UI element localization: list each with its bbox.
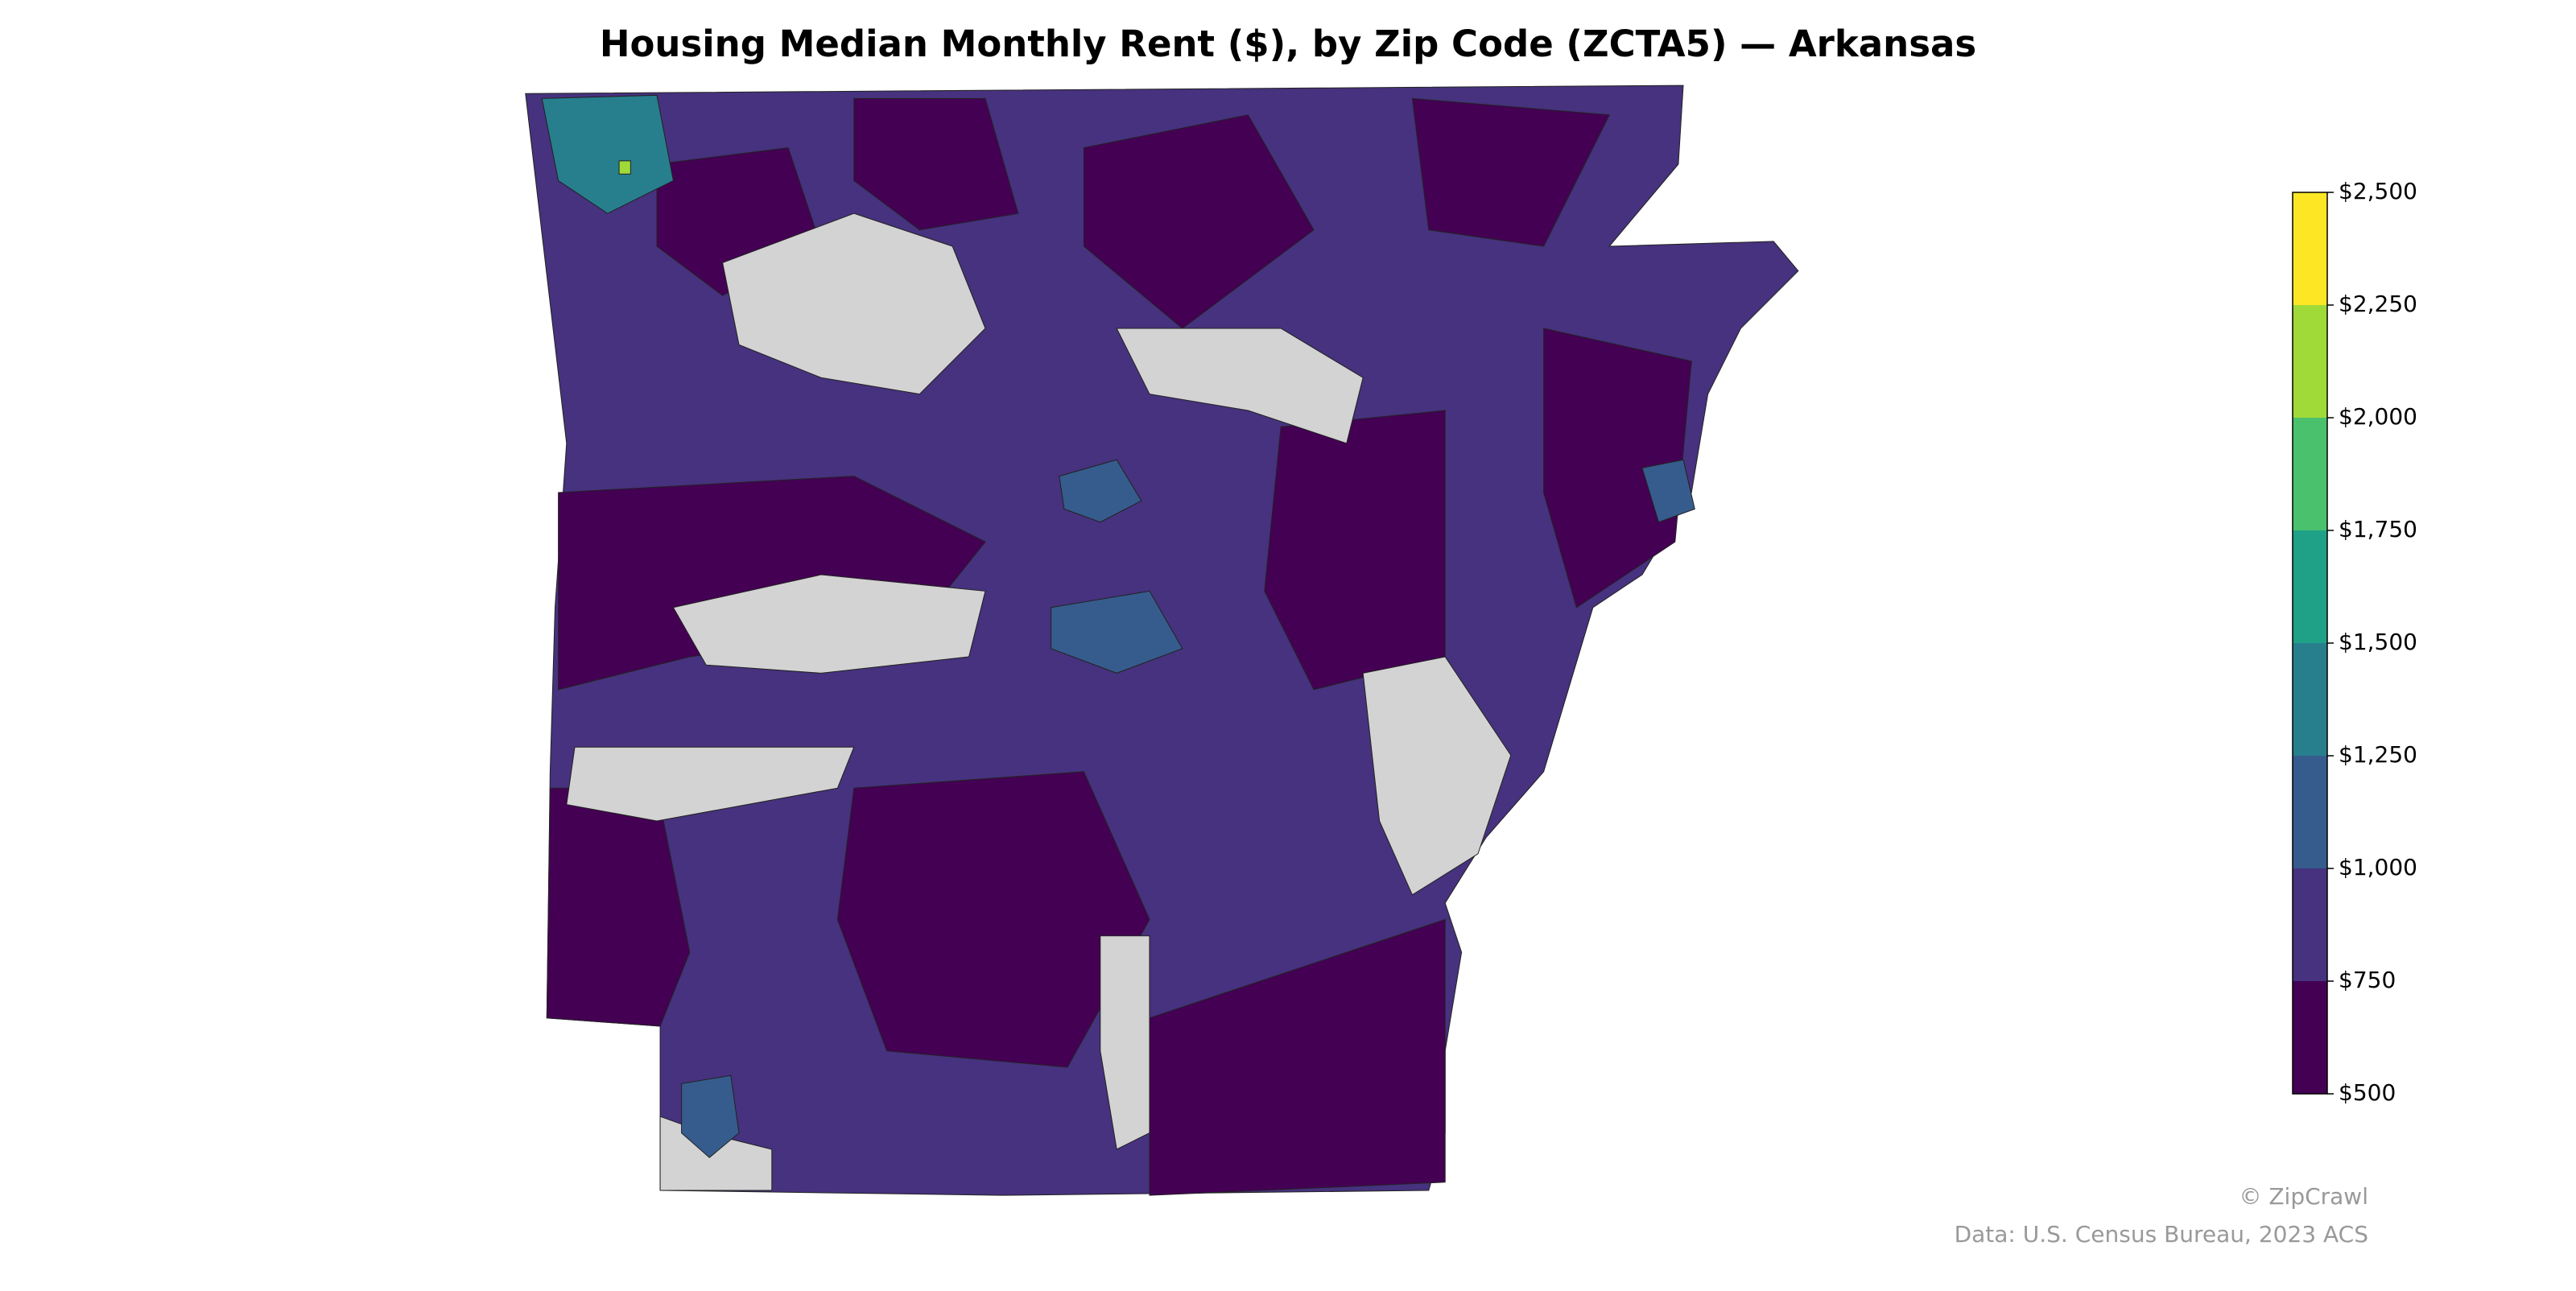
region	[541, 94, 674, 214]
colorbar: $500 $750 $1,000 $1,250 $1,500 $1,750 $2,000 $2…	[2292, 178, 2417, 1106]
region	[836, 771, 1150, 1068]
no-data-region	[672, 574, 986, 674]
region	[1059, 459, 1142, 523]
colorbar-tick-label: $1,750	[2339, 516, 2417, 542]
colorbar-tick-label: $1,000	[2339, 854, 2417, 881]
colorbar-segment	[2293, 643, 2327, 756]
colorbar-tick-label: $2,500	[2339, 178, 2417, 204]
colorbar-tick-label: $750	[2339, 967, 2396, 993]
colorbar-segment	[2293, 192, 2327, 305]
colorbar-segment	[2293, 530, 2327, 643]
region	[1083, 114, 1315, 329]
colorbar-tick-label: $2,250	[2339, 291, 2417, 317]
region	[1411, 97, 1610, 247]
colorbar-tick-label: $500	[2339, 1079, 2396, 1106]
colorbar-tick-label: $2,000	[2339, 403, 2417, 430]
no-data-region	[1362, 656, 1512, 896]
no-data-region	[722, 212, 986, 395]
credit: © ZipCrawl	[2239, 1183, 2368, 1210]
colorbar-segment	[2293, 981, 2327, 1094]
colorbar-tick-label: $1,250	[2339, 741, 2417, 768]
region	[1051, 590, 1183, 674]
colorbar-segment	[2293, 418, 2327, 530]
state-map	[525, 85, 1799, 1196]
source-note: Data: U.S. Census Bureau, 2023 ACS	[1955, 1221, 2368, 1248]
chart-title: Housing Median Monthly Rent ($), by Zip …	[600, 23, 1976, 65]
colorbar-segment	[2293, 756, 2327, 868]
region	[1543, 328, 1692, 608]
region	[618, 160, 631, 175]
colorbar-tick-label: $1,500	[2339, 629, 2417, 655]
region	[681, 1074, 740, 1158]
no-data-region	[1100, 935, 1150, 1150]
region	[1641, 459, 1695, 523]
colorbar-segment	[2293, 305, 2327, 418]
no-data-region	[1116, 328, 1364, 444]
region	[1149, 918, 1446, 1196]
region	[853, 97, 1019, 231]
colorbar-segment	[2293, 868, 2327, 981]
no-data-region	[566, 746, 855, 822]
